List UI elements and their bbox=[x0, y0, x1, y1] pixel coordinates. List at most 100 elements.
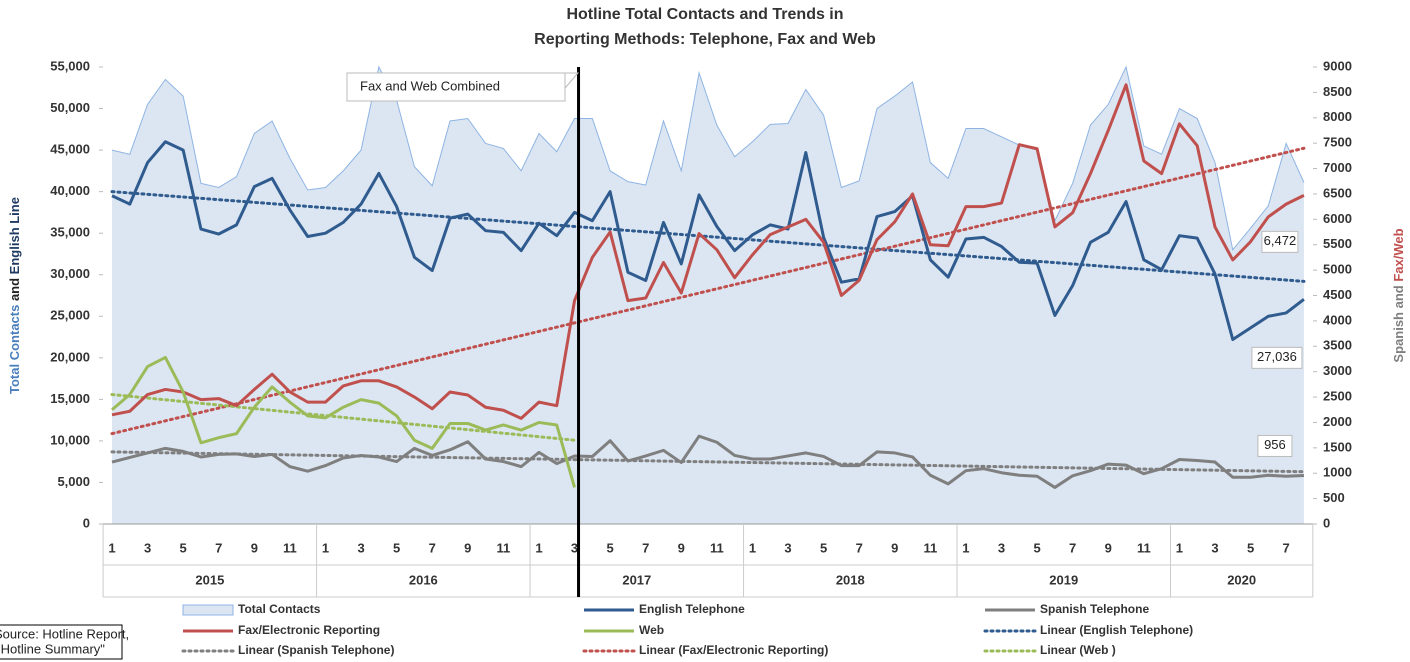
x-tick-label: 3 bbox=[784, 540, 791, 555]
y2-tick-label: 8000 bbox=[1323, 109, 1352, 124]
year-label: 2015 bbox=[195, 572, 224, 587]
chart-title: Hotline Total Contacts and Trends in bbox=[566, 6, 843, 23]
x-tick-label: 7 bbox=[642, 540, 649, 555]
x-tick-label: 9 bbox=[251, 540, 258, 555]
x-tick-label: 11 bbox=[710, 540, 724, 555]
x-tick-label: 5 bbox=[1033, 540, 1040, 555]
x-tick-label: 3 bbox=[144, 540, 151, 555]
y-tick-label: 15,000 bbox=[50, 391, 90, 406]
y-axis-title: Total Contacts and English Line bbox=[7, 197, 22, 394]
trendline bbox=[110, 146, 1306, 436]
year-label: 2018 bbox=[836, 572, 865, 587]
y2-tick-label: 6000 bbox=[1323, 211, 1352, 226]
y2-tick-label: 1500 bbox=[1323, 439, 1352, 454]
y2-tick-label: 3000 bbox=[1323, 363, 1352, 378]
trendline bbox=[110, 393, 577, 442]
y-axis-title-part: Total Contacts bbox=[7, 305, 22, 394]
x-tick-label: 9 bbox=[464, 540, 471, 555]
y2-tick-label: 7500 bbox=[1323, 135, 1352, 150]
y-tick-label: 35,000 bbox=[50, 225, 90, 240]
x-tick-label: 11 bbox=[283, 540, 297, 555]
y-tick-label: 55,000 bbox=[50, 58, 90, 73]
y2-tick-label: 6500 bbox=[1323, 185, 1352, 200]
x-tick-label: 1 bbox=[962, 540, 969, 555]
y-axis-title-part: and bbox=[7, 274, 22, 304]
y-tick-label: 30,000 bbox=[50, 266, 90, 281]
x-tick-label: 9 bbox=[1105, 540, 1112, 555]
trendline bbox=[110, 190, 1306, 283]
year-label: 2016 bbox=[409, 572, 438, 587]
x-tick-label: 1 bbox=[749, 540, 756, 555]
y2-tick-label: 1000 bbox=[1323, 465, 1352, 480]
data-label-box bbox=[1261, 230, 1299, 253]
legend-label: Total Contacts bbox=[238, 602, 321, 616]
line bbox=[111, 140, 1305, 342]
source: Source: Hotline Report, bbox=[0, 626, 129, 641]
legend-label: Spanish Telephone bbox=[1040, 602, 1149, 616]
y2-axis-title-part: Fax/Web bbox=[1391, 228, 1406, 281]
data-label-box bbox=[1257, 434, 1293, 457]
line bbox=[111, 83, 1305, 420]
x-tick-label: 5 bbox=[1247, 540, 1254, 555]
x-tick-label: 3 bbox=[998, 540, 1005, 555]
y2-tick-label: 3500 bbox=[1323, 338, 1352, 353]
y2-tick-label: 7000 bbox=[1323, 160, 1352, 175]
y-tick-label: 10,000 bbox=[50, 432, 90, 447]
y-tick-label: 20,000 bbox=[50, 349, 90, 364]
x-tick-label: 7 bbox=[429, 540, 436, 555]
y2-tick-label: 0 bbox=[1323, 515, 1330, 530]
annotation-pointer bbox=[564, 72, 580, 90]
data-label: 6,472 bbox=[1264, 233, 1297, 248]
y-tick-label: 40,000 bbox=[50, 183, 90, 198]
x-tick-label: 11 bbox=[923, 540, 937, 555]
y2-axis-title: Spanish and Fax/Web bbox=[1391, 228, 1406, 362]
y-tick-label: 45,000 bbox=[50, 142, 90, 157]
y2-tick-label: 5000 bbox=[1323, 262, 1352, 277]
year-label: 2017 bbox=[622, 572, 651, 587]
year-label: 2019 bbox=[1049, 572, 1078, 587]
y-tick-label: 25,000 bbox=[50, 308, 90, 323]
line bbox=[111, 355, 576, 488]
chart-title: Reporting Methods: Telephone, Fax and We… bbox=[534, 31, 876, 48]
y2-tick-label: 4000 bbox=[1323, 312, 1352, 327]
area-outline bbox=[111, 65, 1305, 251]
y2-tick-label: 2500 bbox=[1323, 388, 1352, 403]
data-label: 27,036 bbox=[1257, 349, 1297, 364]
legend-label: Linear (Web ) bbox=[1040, 643, 1116, 657]
x-tick-label: 3 bbox=[357, 540, 364, 555]
annotation-box bbox=[346, 72, 566, 102]
legend-swatch bbox=[182, 604, 234, 616]
x-tick-label: 5 bbox=[180, 540, 187, 555]
legend-label: Linear (Spanish Telephone) bbox=[238, 643, 394, 657]
y-tick-label: 0 bbox=[83, 515, 90, 530]
data-label: 956 bbox=[1264, 437, 1286, 452]
legend-label: Fax/Electronic Reporting bbox=[238, 623, 380, 637]
legend-label: Web bbox=[639, 623, 664, 637]
y2-axis-title-part: Spanish and bbox=[1391, 282, 1406, 363]
x-tick-label: 9 bbox=[678, 540, 685, 555]
x-tick-label: 1 bbox=[322, 540, 329, 555]
y2-tick-label: 8500 bbox=[1323, 84, 1352, 99]
y2-tick-label: 500 bbox=[1323, 490, 1345, 505]
legend-label: English Telephone bbox=[639, 602, 745, 616]
x-tick-label: 3 bbox=[571, 540, 578, 555]
source-box bbox=[0, 624, 123, 660]
y2-tick-label: 4500 bbox=[1323, 287, 1352, 302]
source: "Hotline Summary" bbox=[0, 641, 105, 656]
y-tick-label: 50,000 bbox=[50, 100, 90, 115]
x-tick-label: 11 bbox=[497, 540, 511, 555]
x-tick-label: 7 bbox=[215, 540, 222, 555]
x-tick-label: 7 bbox=[856, 540, 863, 555]
x-tick-label: 1 bbox=[535, 540, 542, 555]
x-tick-label: 3 bbox=[1211, 540, 1218, 555]
y2-tick-label: 9000 bbox=[1323, 58, 1352, 73]
x-tick-label: 5 bbox=[607, 540, 614, 555]
legend-label: Linear (Fax/Electronic Reporting) bbox=[639, 643, 828, 657]
y-axis-title-part: English Line bbox=[7, 197, 22, 274]
trendline bbox=[110, 450, 1306, 474]
y2-tick-label: 5500 bbox=[1323, 236, 1352, 251]
x-tick-label: 11 bbox=[1137, 540, 1151, 555]
x-tick-label: 5 bbox=[393, 540, 400, 555]
x-tick-label: 9 bbox=[891, 540, 898, 555]
